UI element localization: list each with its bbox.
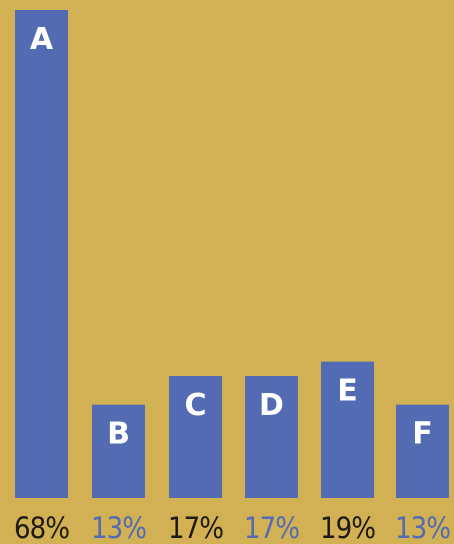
bar-letter-c: C <box>184 388 206 423</box>
bar-letter-e: E <box>337 374 358 409</box>
bar-c <box>169 376 222 498</box>
bar-letter-d: D <box>259 388 284 423</box>
bar-letter-a: A <box>30 22 54 57</box>
bar-a <box>15 10 68 498</box>
value-label-b: 13% <box>91 511 146 544</box>
value-label-a: 68% <box>14 511 69 544</box>
bar-e <box>321 361 374 498</box>
value-label-d: 17% <box>244 511 299 544</box>
bar-d <box>245 376 298 498</box>
value-label-e: 19% <box>320 511 375 544</box>
bar-letter-b: B <box>107 417 130 452</box>
value-label-f: 13% <box>395 511 450 544</box>
bar-letter-f: F <box>412 417 433 452</box>
bar-b <box>92 404 145 498</box>
value-label-c: 17% <box>168 511 223 544</box>
bar-f <box>396 404 449 498</box>
